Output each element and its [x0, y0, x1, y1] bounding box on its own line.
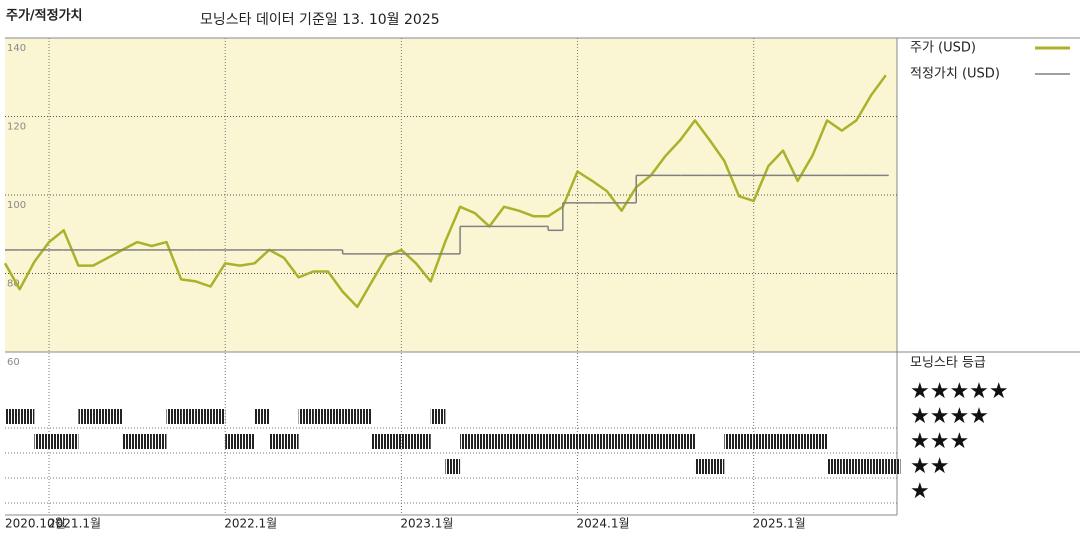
rating-bar — [269, 434, 284, 449]
rating-bar — [577, 434, 593, 449]
rating-bar — [122, 434, 138, 449]
rating-bar — [195, 409, 211, 424]
rating-bar — [885, 459, 901, 474]
chart-title: 주가/적정가치 — [6, 8, 83, 24]
rating-level-label: ★★★★★ — [910, 379, 1009, 404]
x-tick-label: 2023.1월 — [400, 517, 453, 531]
x-tick-label: 2025.1월 — [753, 517, 806, 531]
rating-bar — [239, 434, 255, 449]
rating-bar — [474, 434, 490, 449]
rating-bar — [225, 434, 240, 449]
rating-bar — [372, 434, 387, 449]
rating-bar — [768, 434, 784, 449]
rating-bar — [753, 434, 769, 449]
rating-bar — [327, 409, 343, 424]
rating-bar — [357, 409, 372, 424]
rating-bar — [416, 434, 431, 449]
rating-bar — [283, 434, 299, 449]
rating-bar — [533, 434, 549, 449]
rating-bar — [680, 434, 695, 449]
rating-bar — [386, 434, 402, 449]
rating-bar — [783, 434, 798, 449]
rating-bar — [650, 434, 666, 449]
rating-bar — [93, 409, 108, 424]
rating-bar — [49, 434, 64, 449]
rating-bar — [812, 434, 828, 449]
rating-bar — [181, 409, 196, 424]
rating-bar — [166, 409, 182, 424]
y-tick-label: 100 — [7, 200, 26, 211]
rating-title: 모닝스타 등급 — [910, 356, 986, 371]
legend-label: 주가 (USD) — [910, 41, 976, 56]
rating-bar — [151, 434, 167, 449]
rating-bar — [342, 409, 358, 424]
rating-bar — [606, 434, 622, 449]
rating-bar — [210, 409, 226, 424]
y-tick-label: 140 — [7, 43, 26, 54]
rating-bar — [856, 459, 872, 474]
rating-bar — [841, 459, 857, 474]
rating-bar — [739, 434, 754, 449]
rating-bar — [504, 434, 519, 449]
y-tick-label: 80 — [7, 279, 20, 290]
rating-bar — [518, 434, 534, 449]
rating-bar — [562, 434, 578, 449]
y-tick-label: 120 — [7, 122, 26, 133]
rating-bar — [827, 459, 842, 474]
x-tick-label: 2024.1월 — [577, 517, 630, 531]
rating-bar — [78, 409, 94, 424]
rating-bar — [445, 459, 461, 474]
rating-bar — [548, 434, 563, 449]
rating-bar — [254, 409, 270, 424]
legend-label: 적정가치 (USD) — [910, 67, 1000, 82]
rating-bar — [5, 409, 20, 424]
rating-bar — [592, 434, 607, 449]
rating-bar — [460, 434, 475, 449]
rating-bar — [107, 409, 123, 424]
rating-bar — [63, 434, 79, 449]
plot-background — [5, 38, 897, 352]
rating-bar — [489, 434, 505, 449]
price-line — [3, 74, 887, 309]
rating-bar — [430, 409, 446, 424]
rating-bar — [137, 434, 152, 449]
rating-level-label: ★★★ — [910, 429, 969, 454]
rating-bar — [694, 459, 710, 474]
x-tick-label: 2020.10월 — [5, 517, 66, 531]
rating-bar — [636, 434, 651, 449]
rating-bar — [709, 459, 725, 474]
chart-subtitle: 모닝스타 데이터 기준일 13. 10월 2025 — [200, 12, 440, 28]
rating-bar — [871, 459, 886, 474]
rating-bar — [34, 434, 50, 449]
rating-level-label: ★★ — [910, 454, 949, 479]
rating-bar — [621, 434, 637, 449]
x-tick-label: 2022.1월 — [224, 517, 277, 531]
rating-bar — [724, 434, 739, 449]
rating-bar — [401, 434, 417, 449]
rating-level-label: ★ — [910, 479, 930, 504]
y-tick-label: 60 — [7, 357, 20, 368]
x-tick-label: 2021.1월 — [48, 517, 101, 531]
rating-bar — [298, 409, 314, 424]
rating-level-label: ★★★★ — [910, 404, 989, 429]
rating-bar — [665, 434, 681, 449]
rating-bar — [313, 409, 328, 424]
rating-bar — [797, 434, 813, 449]
rating-bar — [19, 409, 35, 424]
